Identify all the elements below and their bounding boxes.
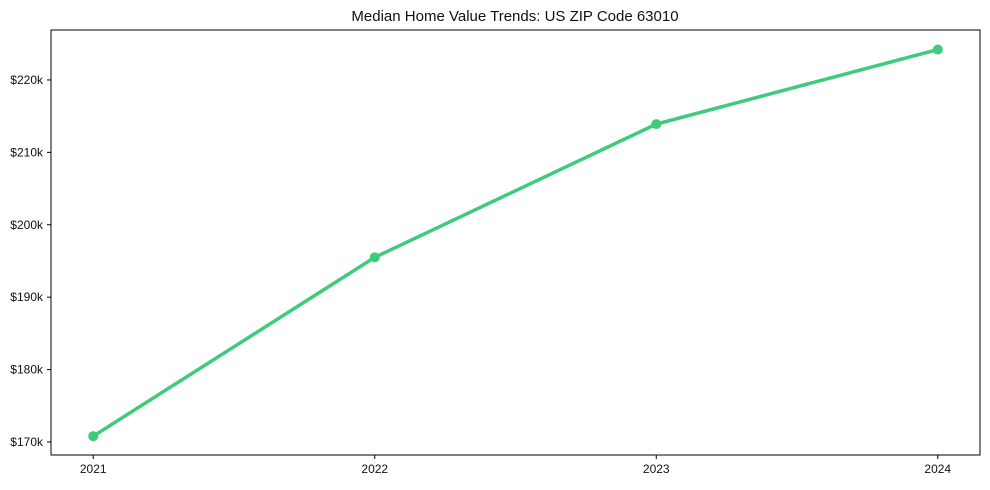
y-tick-label: $190k — [10, 290, 44, 304]
plot-area: $170k $180k $190k $200k $210k $220k 2021 2022 20… — [10, 29, 981, 476]
data-point-marker — [88, 431, 99, 442]
y-tick-label: $220k — [10, 73, 44, 87]
x-tick-label: 2022 — [361, 462, 388, 476]
x-tick-label: 2023 — [643, 462, 670, 476]
chart-title: Median Home Value Trends: US ZIP Code 63… — [351, 8, 678, 25]
y-tick-label: $210k — [10, 145, 44, 159]
data-point-marker — [651, 119, 662, 130]
data-point-marker — [932, 44, 943, 55]
trend-line — [91, 47, 940, 438]
y-tick-label: $180k — [10, 363, 44, 377]
data-point-marker — [369, 252, 380, 263]
y-tick-label: $170k — [10, 435, 44, 449]
y-tick-label: $200k — [10, 218, 44, 232]
x-tick-label: 2021 — [80, 462, 107, 476]
plot-frame — [50, 29, 981, 456]
x-tick-label: 2024 — [924, 462, 951, 476]
